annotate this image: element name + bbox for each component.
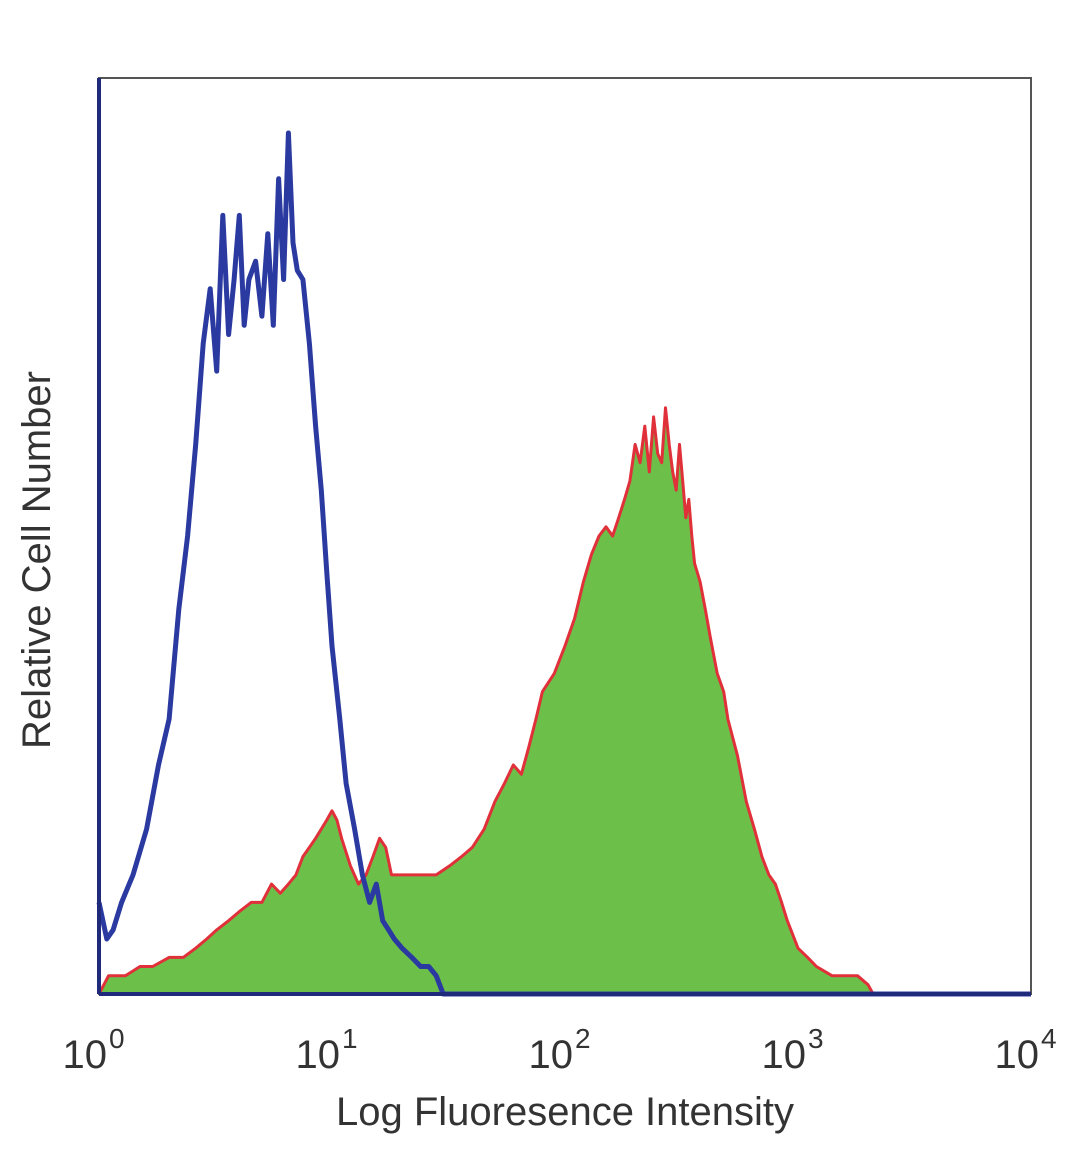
x-tick-base: 10	[762, 1033, 807, 1077]
x-tick-label: 10 2	[529, 1023, 591, 1077]
x-tick-exponent: 2	[575, 1023, 591, 1054]
x-tick-label: 10 3	[762, 1023, 824, 1077]
x-tick-exponent: 3	[808, 1023, 824, 1054]
x-tick-exponent: 1	[342, 1023, 358, 1054]
x-tick-exponent: 4	[1041, 1023, 1057, 1054]
x-tick-labels: 10 0 10 1 10 2 10 3 10 4	[63, 1023, 1057, 1077]
x-tick-base: 10	[529, 1033, 574, 1077]
stained-histogram-area	[99, 407, 874, 994]
x-tick-base: 10	[296, 1033, 341, 1077]
y-axis-title: Relative Cell Number	[15, 371, 59, 749]
x-tick-exponent: 0	[109, 1023, 125, 1054]
series-layer	[96, 130, 1031, 997]
x-tick-base: 10	[63, 1033, 108, 1077]
stained-histogram-edge	[97, 406, 875, 995]
x-tick-label: 10 4	[995, 1023, 1057, 1077]
isotype-histogram-line	[96, 130, 1031, 997]
x-tick-base: 10	[995, 1033, 1040, 1077]
x-tick-label: 10 0	[63, 1023, 125, 1077]
x-tick-label: 10 1	[296, 1023, 358, 1077]
x-axis-title: Log Fluoresence Intensity	[336, 1090, 794, 1134]
